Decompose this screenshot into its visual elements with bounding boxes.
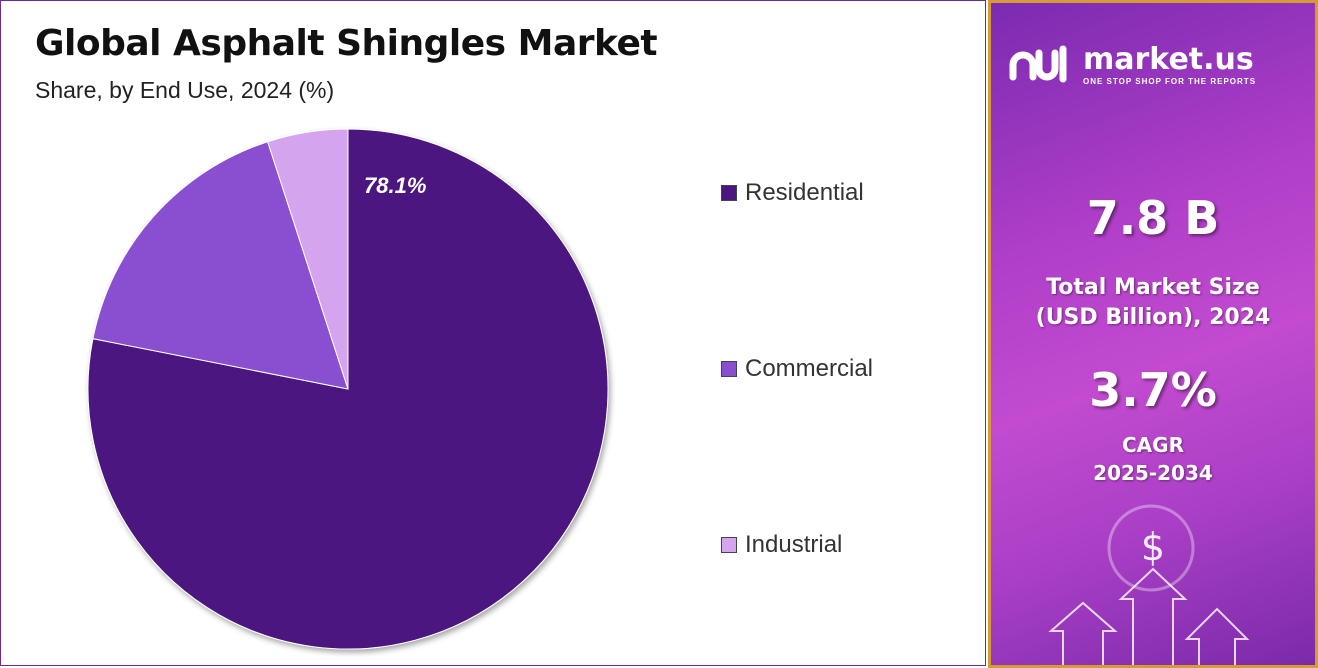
cagr-value: 3.7% bbox=[1089, 363, 1217, 417]
logo-tagline: ONE STOP SHOP FOR THE REPORTS bbox=[1083, 76, 1257, 86]
legend-swatch-residential bbox=[721, 185, 737, 201]
growth-arrows-icon bbox=[1048, 567, 1250, 665]
dollar-icon: $ bbox=[1140, 525, 1166, 569]
legend-swatch-commercial bbox=[721, 361, 737, 377]
legend-label-residential: Residential bbox=[745, 179, 864, 206]
pie-slice-commercial bbox=[92, 141, 349, 390]
pie-slice-residential bbox=[87, 128, 609, 650]
legend-swatch-industrial bbox=[721, 537, 737, 553]
brand-logo: market.us ONE STOP SHOP FOR THE REPORTS bbox=[1009, 43, 1256, 87]
market-size-label-line2: (USD Billion), 2024 bbox=[1035, 305, 1271, 330]
pie-chart: 78.1% bbox=[87, 128, 609, 650]
legend-item-residential: Residential bbox=[721, 179, 864, 207]
logo-text: market.us bbox=[1083, 41, 1254, 77]
legend-label-industrial: Industrial bbox=[745, 531, 843, 558]
market-size-value: 7.8 B bbox=[1086, 191, 1220, 245]
data-label-residential: 78.1% bbox=[364, 173, 426, 198]
chart-title: Global Asphalt Shingles Market bbox=[35, 23, 658, 64]
legend-label-commercial: Commercial bbox=[745, 355, 874, 382]
legend-item-industrial: Industrial bbox=[721, 531, 842, 559]
chart-subtitle: Share, by End Use, 2024 (%) bbox=[35, 77, 335, 103]
cagr-label-line2: 2025-2034 bbox=[1093, 461, 1213, 485]
cagr-label-line1: CAGR bbox=[1122, 433, 1184, 457]
market-size-label-line1: Total Market Size bbox=[1046, 275, 1260, 300]
summary-panel: market.us ONE STOP SHOP FOR THE REPORTS … bbox=[988, 0, 1318, 668]
coin-circle-icon bbox=[1107, 504, 1195, 592]
chart-panel: Global Asphalt Shingles Market Share, by… bbox=[0, 0, 986, 666]
background-decoration bbox=[1048, 504, 1250, 665]
pie-slice-industrial bbox=[267, 128, 349, 390]
market-us-logo-icon bbox=[1009, 45, 1067, 83]
legend-item-commercial: Commercial bbox=[721, 355, 873, 383]
